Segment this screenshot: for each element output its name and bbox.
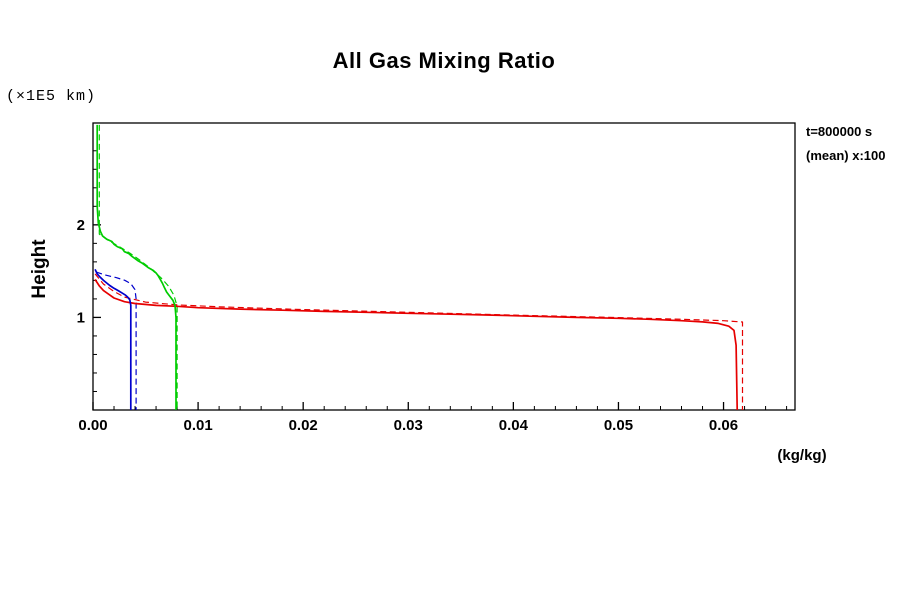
y-axis-unit-label: (×1E5 km) — [6, 88, 97, 105]
y-tick-label: 2 — [77, 217, 85, 234]
x-tick-label: 0.06 — [709, 417, 738, 434]
plot-frame — [92, 122, 796, 411]
x-tick-label: 0.04 — [499, 417, 529, 434]
series-gas3-reference — [96, 271, 137, 410]
chart-title: All Gas Mixing Ratio — [332, 48, 556, 73]
x-tick-label: 0.00 — [78, 417, 107, 434]
annotation-time: t=800000 s — [806, 124, 873, 139]
y-tick-label: 1 — [77, 309, 85, 326]
x-tick-label: 0.05 — [604, 417, 633, 434]
series-gas2-simulated — [96, 124, 177, 410]
series-gas2-reference — [98, 124, 178, 410]
x-tick-label: 0.02 — [289, 417, 318, 434]
x-tick-label: 0.03 — [394, 417, 423, 434]
annotation-mean-scale: (mean) x:100 — [806, 148, 886, 163]
series-gas1-simulated — [94, 279, 739, 411]
x-axis-unit-label: (kg/kg) — [777, 447, 827, 464]
series-gas3-simulated — [94, 268, 132, 410]
x-tick-label: 0.01 — [183, 417, 212, 434]
series-gas1-reference — [94, 273, 744, 410]
